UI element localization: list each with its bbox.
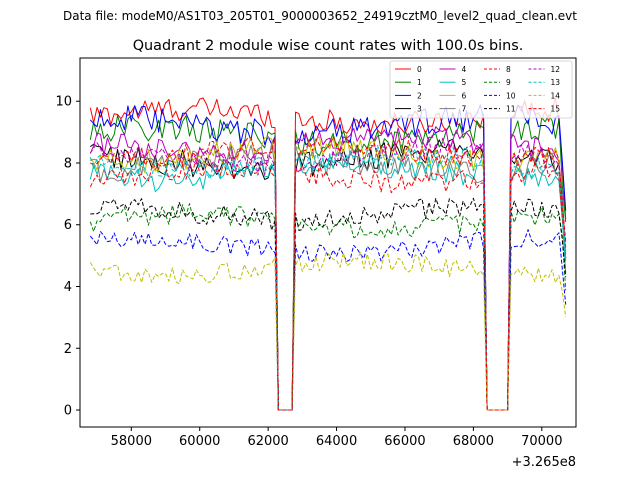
axes-frame [79, 57, 577, 428]
legend-label-7: 7 [462, 105, 467, 114]
x-tick-label: 68000 [453, 434, 494, 449]
x-tick-label: 64000 [316, 434, 357, 449]
series-line-14 [89, 251, 567, 411]
x-tick-label: 66000 [384, 434, 425, 449]
legend-label-9: 9 [506, 78, 511, 87]
chart-title: Quadrant 2 module wise count rates with … [133, 38, 524, 54]
legend-label-6: 6 [462, 91, 467, 100]
y-tick-label: 4 [64, 280, 72, 295]
legend-label-4: 4 [462, 65, 467, 74]
legend-label-12: 12 [551, 65, 561, 74]
legend-label-5: 5 [462, 78, 467, 87]
y-tick-label: 10 [55, 95, 72, 110]
legend-label-1: 1 [417, 78, 422, 87]
y-tick-label: 8 [64, 156, 72, 171]
legend-label-13: 13 [551, 78, 561, 87]
legend-label-0: 0 [417, 65, 422, 74]
legend-label-11: 11 [506, 105, 516, 114]
x-axis: 58000 60000 62000 64000 66000 68000 70000 [111, 427, 562, 449]
series-line-15 [90, 136, 567, 411]
x-offset-label: +3.265e8 [512, 455, 576, 470]
legend-label-10: 10 [506, 91, 516, 100]
x-tick-label: 62000 [247, 434, 288, 449]
y-tick-label: 0 [64, 404, 72, 419]
legend-label-3: 3 [417, 105, 422, 114]
series-line-13 [89, 144, 567, 411]
legend-label-15: 15 [551, 105, 561, 114]
y-tick-label: 2 [64, 342, 72, 357]
y-axis: 0 2 4 6 8 10 [55, 95, 80, 419]
x-tick-label: 70000 [521, 434, 562, 449]
y-tick-label: 6 [64, 218, 72, 233]
x-tick-label: 60000 [179, 434, 220, 449]
x-tick-label: 58000 [111, 434, 152, 449]
legend-label-2: 2 [417, 91, 422, 100]
legend-box [389, 60, 573, 119]
legend-label-14: 14 [551, 91, 561, 100]
figure-suptitle: Data file: modeM0/AS1T03_205T01_90000036… [63, 9, 577, 23]
legend-label-8: 8 [506, 65, 511, 74]
series-layer [89, 97, 567, 411]
